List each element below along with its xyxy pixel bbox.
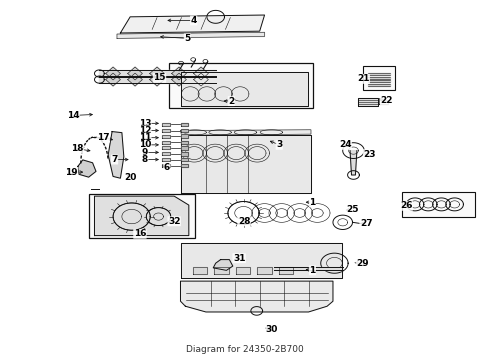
Polygon shape [95, 196, 189, 235]
Polygon shape [78, 160, 96, 177]
Polygon shape [358, 98, 378, 106]
Polygon shape [121, 15, 265, 33]
Polygon shape [180, 152, 188, 156]
Polygon shape [180, 134, 188, 138]
Text: 31: 31 [233, 254, 245, 263]
Polygon shape [128, 67, 143, 80]
Text: 20: 20 [124, 173, 136, 182]
Polygon shape [162, 152, 170, 155]
Polygon shape [162, 135, 170, 138]
Text: 15: 15 [153, 73, 166, 82]
Polygon shape [368, 84, 390, 86]
Bar [169, 63, 314, 108]
Polygon shape [194, 73, 208, 86]
Polygon shape [194, 67, 208, 80]
Text: 32: 32 [168, 217, 180, 226]
Polygon shape [180, 130, 311, 135]
Polygon shape [180, 164, 188, 167]
Polygon shape [162, 141, 170, 144]
Polygon shape [193, 267, 207, 274]
Text: 27: 27 [360, 219, 372, 228]
Polygon shape [117, 32, 265, 39]
Polygon shape [106, 67, 121, 80]
Bar [402, 192, 475, 217]
Polygon shape [162, 164, 170, 167]
Polygon shape [368, 80, 390, 82]
Text: 21: 21 [357, 75, 369, 84]
Text: 4: 4 [191, 16, 197, 25]
Text: 9: 9 [142, 148, 148, 157]
Polygon shape [180, 135, 311, 193]
Text: 6: 6 [164, 163, 170, 172]
Text: 24: 24 [339, 140, 351, 149]
Text: 16: 16 [134, 229, 146, 238]
Text: 3: 3 [276, 140, 282, 149]
Text: 1: 1 [309, 198, 316, 207]
Text: 18: 18 [71, 144, 84, 153]
Text: 30: 30 [266, 325, 278, 334]
Polygon shape [379, 100, 388, 104]
Bar [363, 66, 395, 90]
Polygon shape [162, 158, 170, 161]
Text: 17: 17 [97, 133, 110, 142]
Polygon shape [150, 73, 164, 86]
Polygon shape [213, 260, 233, 270]
Text: 2: 2 [228, 96, 234, 105]
Text: 23: 23 [364, 150, 376, 159]
Polygon shape [180, 243, 342, 278]
Polygon shape [150, 67, 164, 80]
Text: 1: 1 [309, 266, 316, 275]
Polygon shape [172, 73, 186, 86]
Polygon shape [279, 267, 294, 274]
Text: 22: 22 [380, 96, 393, 105]
Polygon shape [172, 67, 186, 80]
Polygon shape [368, 77, 390, 79]
Polygon shape [99, 70, 216, 77]
Text: 11: 11 [139, 133, 151, 142]
Text: 29: 29 [356, 259, 368, 268]
Polygon shape [108, 132, 124, 178]
Polygon shape [350, 150, 357, 175]
Text: 19: 19 [65, 168, 78, 177]
Bar [89, 194, 195, 238]
Text: 28: 28 [238, 217, 250, 226]
Text: 5: 5 [184, 34, 191, 43]
Polygon shape [180, 123, 188, 126]
Polygon shape [181, 72, 308, 107]
Polygon shape [368, 73, 390, 75]
Polygon shape [274, 267, 343, 270]
Polygon shape [180, 158, 188, 161]
Polygon shape [162, 129, 170, 132]
Polygon shape [162, 146, 170, 149]
Text: 10: 10 [139, 140, 151, 149]
Polygon shape [236, 267, 250, 274]
Text: 25: 25 [346, 205, 359, 214]
Text: 12: 12 [139, 126, 151, 135]
Text: 26: 26 [400, 201, 413, 210]
Text: 7: 7 [111, 155, 118, 164]
Polygon shape [180, 140, 188, 144]
Polygon shape [106, 73, 121, 86]
Polygon shape [180, 281, 333, 312]
Text: Diagram for 24350-2B700: Diagram for 24350-2B700 [186, 345, 304, 354]
Polygon shape [162, 123, 170, 126]
Text: 14: 14 [67, 111, 79, 120]
Polygon shape [128, 73, 143, 86]
Text: 13: 13 [139, 119, 151, 128]
Polygon shape [180, 146, 188, 149]
Text: 8: 8 [142, 155, 148, 164]
Polygon shape [214, 267, 229, 274]
Polygon shape [180, 129, 188, 132]
Polygon shape [257, 267, 272, 274]
Polygon shape [99, 76, 216, 83]
